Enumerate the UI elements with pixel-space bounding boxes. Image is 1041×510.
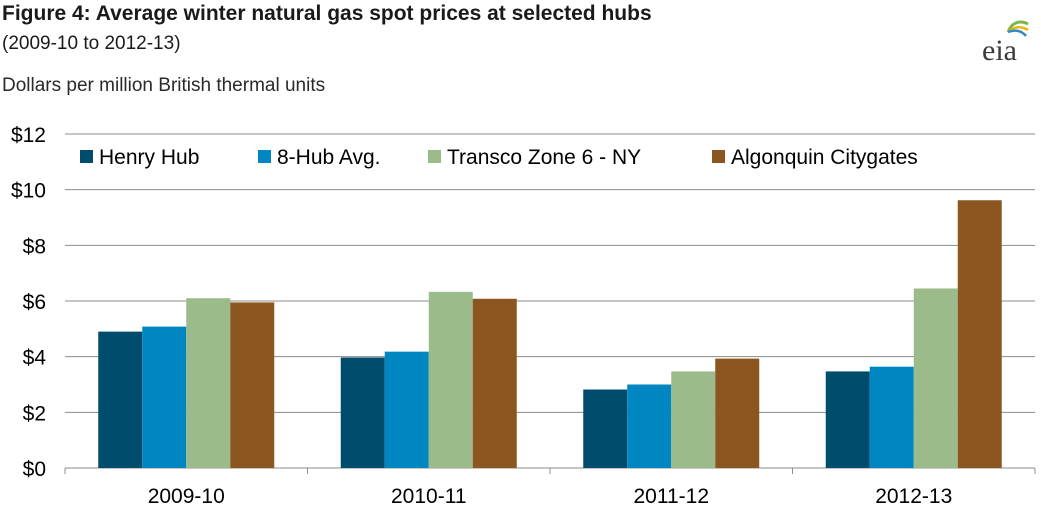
- bar: [583, 389, 628, 468]
- legend-label: Henry Hub: [99, 146, 199, 169]
- bars: [98, 200, 1002, 468]
- x-axis-ticks: 2009-10 2010-11 2011-12 2012-13: [64, 468, 1036, 508]
- chart-subtitle: (2009-10 to 2012-13): [2, 33, 181, 54]
- units-label: Dollars per million British thermal unit…: [2, 75, 326, 96]
- eia-logo: eia: [978, 18, 1036, 68]
- legend: Henry Hub 8-Hub Avg. Transco Zone 6 - NY Al…: [80, 146, 918, 169]
- chart-title: Figure 4: Average winter natural gas spo…: [2, 2, 652, 25]
- bar: [869, 366, 914, 468]
- bar: [671, 371, 716, 468]
- y-tick-label: $0: [23, 458, 46, 481]
- bar: [825, 371, 870, 468]
- x-tick-label: 2010-11: [391, 485, 467, 508]
- y-tick-label: $8: [23, 235, 46, 258]
- y-tick-label: $2: [23, 402, 46, 425]
- bar: [627, 384, 672, 468]
- bar: [186, 298, 231, 468]
- bar: [142, 326, 187, 468]
- x-tick-label: 2012-13: [875, 485, 952, 508]
- y-tick-label: $12: [11, 124, 46, 147]
- legend-swatch: [712, 150, 725, 163]
- y-tick-label: $6: [23, 291, 46, 314]
- bar: [913, 288, 958, 468]
- x-tick-label: 2009-10: [148, 485, 225, 508]
- bar: [957, 200, 1002, 468]
- legend-swatch: [428, 150, 441, 163]
- bar: [230, 302, 275, 468]
- x-tick-label: 2011-12: [633, 485, 709, 508]
- bar: [98, 331, 143, 468]
- y-axis-ticks: $0 $2 $4 $6 $8 $10 $12: [11, 124, 46, 481]
- legend-label: 8-Hub Avg.: [277, 146, 381, 169]
- bar: [428, 291, 473, 468]
- eia-logo-icon: [1006, 20, 1029, 37]
- legend-label: Transco Zone 6 - NY: [447, 146, 641, 169]
- bar: [715, 358, 760, 468]
- y-tick-label: $4: [23, 347, 47, 370]
- bar: [340, 357, 385, 468]
- bar: [384, 351, 429, 468]
- legend-swatch: [80, 150, 93, 163]
- logo-text: eia: [982, 34, 1017, 67]
- legend-swatch: [258, 150, 271, 163]
- bar: [472, 298, 517, 468]
- legend-label: Algonquin Citygates: [731, 146, 918, 169]
- y-tick-label: $10: [11, 180, 46, 203]
